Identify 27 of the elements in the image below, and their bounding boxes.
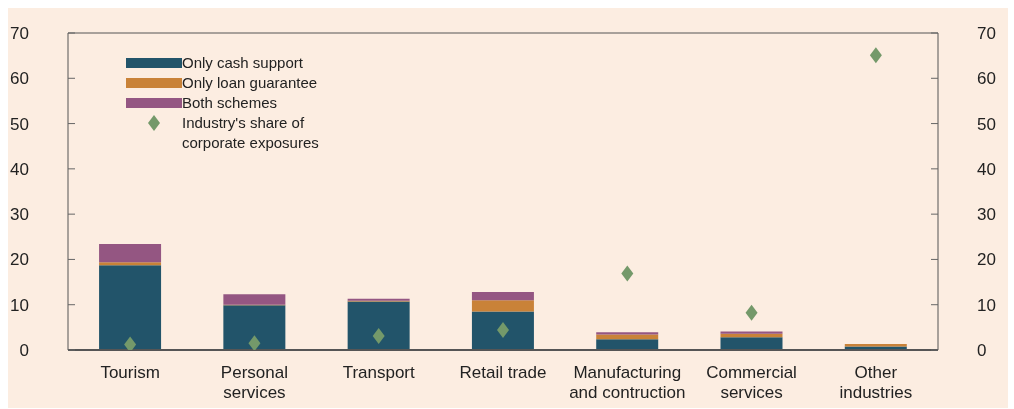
y2-tick-label: 40 xyxy=(977,159,996,179)
y-tick-label: 70 xyxy=(10,24,29,44)
y2-tick-label: 50 xyxy=(977,114,996,134)
x-tick-label: Manufacturing and contruction xyxy=(569,363,686,402)
x-tick-label: Personal services xyxy=(220,363,288,402)
y-tick-label: 40 xyxy=(10,159,29,179)
y-tick-label: 10 xyxy=(10,295,29,315)
y2-tick-label: 60 xyxy=(977,69,996,89)
y-tick-label: 50 xyxy=(10,114,29,134)
legend-label: Industry's share of corporate exposures xyxy=(182,113,320,153)
y2-tick-label: 20 xyxy=(977,250,996,270)
y-tick-label: 60 xyxy=(10,69,29,89)
y2-tick-label: 0 xyxy=(977,341,987,361)
x-tick-label: Tourism xyxy=(100,363,160,382)
legend-label: Only cash support xyxy=(182,53,303,73)
y-tick-label: 20 xyxy=(10,250,29,270)
x-tick-label: Retail trade xyxy=(459,363,547,382)
y2-tick-label: 70 xyxy=(977,24,996,44)
y2-tick-label: 10 xyxy=(977,295,996,315)
legend-label: Only loan guarantee xyxy=(182,73,318,93)
y2-tick-label: 30 xyxy=(977,205,996,225)
y-tick-label: 0 xyxy=(19,341,29,361)
legend-label: Both schemes xyxy=(182,93,278,113)
x-tick-label: Commercial services xyxy=(706,363,797,402)
y-tick-label: 30 xyxy=(10,205,29,225)
x-tick-label: Transport xyxy=(342,363,416,382)
x-tick-label: Other industries xyxy=(839,363,913,402)
